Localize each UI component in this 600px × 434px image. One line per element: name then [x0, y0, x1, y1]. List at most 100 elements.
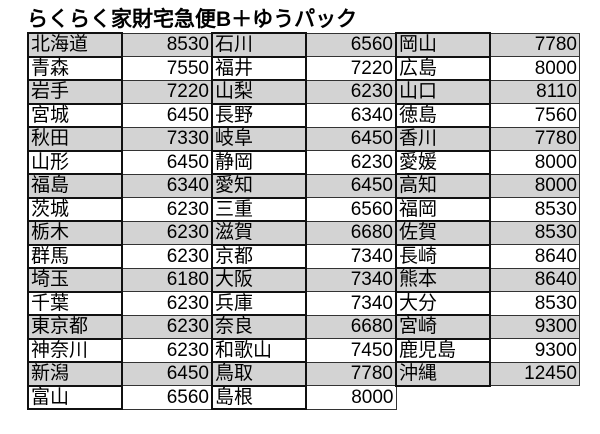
- prefecture-cell: 高知: [395, 173, 491, 199]
- prefecture-cell: 埼玉: [27, 267, 123, 293]
- prefecture-cell: 群馬: [27, 243, 123, 269]
- prefecture-cell: 滋賀: [211, 220, 307, 246]
- prefecture-cell: 和歌山: [211, 337, 307, 363]
- price-cell: 6230: [121, 220, 213, 245]
- price-cell: 7340: [305, 267, 397, 292]
- table-row: 山形 6450 静岡 6230 愛媛 8000: [27, 149, 580, 175]
- price-cell: 6230: [121, 338, 213, 363]
- price-cell: 8530: [489, 291, 580, 316]
- price-cell: 6560: [305, 197, 397, 222]
- prefecture-cell: 東京都: [27, 314, 123, 340]
- prefecture-cell: 宮崎: [395, 314, 491, 340]
- prefecture-cell: 大阪: [211, 267, 307, 293]
- prefecture-cell: 愛知: [211, 173, 307, 199]
- prefecture-cell: 岩手: [27, 79, 123, 105]
- price-cell: 6180: [121, 267, 213, 292]
- price-cell: 8530: [121, 32, 213, 57]
- price-cell: 6450: [121, 150, 213, 175]
- price-cell: 7550: [121, 56, 213, 81]
- prefecture-cell: 香川: [395, 126, 491, 152]
- prefecture-cell: 熊本: [395, 267, 491, 293]
- price-cell: 7340: [305, 244, 397, 269]
- prefecture-cell: 長崎: [395, 243, 491, 269]
- price-cell: 7450: [305, 338, 397, 363]
- prefecture-cell: 徳島: [395, 102, 491, 128]
- price-cell: 6450: [305, 126, 397, 151]
- prefecture-cell: 富山: [27, 384, 123, 410]
- price-cell: 6230: [121, 244, 213, 269]
- prefecture-cell: 鳥取: [211, 361, 307, 387]
- prefecture-cell: 青森: [27, 55, 123, 81]
- table-row: 青森 7550 福井 7220 広島 8000: [27, 55, 580, 81]
- price-cell: 6340: [305, 103, 397, 128]
- price-cell: 6450: [305, 173, 397, 198]
- table-row: 秋田 7330 岐阜 6450 香川 7780: [27, 126, 580, 152]
- prefecture-cell: 石川: [211, 32, 307, 58]
- table-row: 北海道 8530 石川 6560 岡山 7780: [27, 32, 580, 58]
- price-cell: 6450: [121, 361, 213, 386]
- table-row: 東京都 6230 奈良 6680 宮崎 9300: [27, 314, 580, 340]
- price-cell: 7780: [489, 32, 580, 57]
- prefecture-cell: 奈良: [211, 314, 307, 340]
- price-cell: 7560: [489, 103, 580, 128]
- table-row: 宮城 6450 長野 6340 徳島 7560: [27, 102, 580, 128]
- price-cell: 6230: [305, 79, 397, 104]
- price-cell: 8530: [489, 220, 580, 245]
- prefecture-cell: 大分: [395, 290, 491, 316]
- price-cell: 6230: [121, 197, 213, 222]
- price-cell: 8000: [489, 173, 580, 198]
- price-cell: 8640: [489, 267, 580, 292]
- empty-cell: [490, 385, 580, 409]
- prefecture-cell: 茨城: [27, 196, 123, 222]
- prefecture-cell: 福島: [27, 173, 123, 199]
- table-row: 千葉 6230 兵庫 7340 大分 8530: [27, 290, 580, 316]
- price-cell: 9300: [489, 314, 580, 339]
- prefecture-cell: 新潟: [27, 361, 123, 387]
- price-cell: 12450: [489, 361, 580, 386]
- prefecture-cell: 広島: [395, 55, 491, 81]
- prefecture-cell: 兵庫: [211, 290, 307, 316]
- price-cell: 7220: [305, 56, 397, 81]
- table-row: 神奈川 6230 和歌山 7450 鹿児島 9300: [27, 337, 580, 363]
- table-row: 栃木 6230 滋賀 6680 佐賀 8530: [27, 220, 580, 246]
- price-cell: 6230: [121, 291, 213, 316]
- table-row: 群馬 6230 京都 7340 長崎 8640: [27, 243, 580, 269]
- prefecture-cell: 宮城: [27, 102, 123, 128]
- prefecture-cell: 鹿児島: [395, 337, 491, 363]
- price-cell: 8000: [305, 385, 397, 410]
- prefecture-cell: 福岡: [395, 196, 491, 222]
- price-cell: 8000: [489, 150, 580, 175]
- prefecture-cell: 岐阜: [211, 126, 307, 152]
- empty-cell: [396, 385, 490, 409]
- price-cell: 7780: [305, 361, 397, 386]
- price-cell: 8110: [489, 79, 580, 104]
- table-row: 富山 6560 島根 8000: [27, 384, 580, 410]
- table-row: 岩手 7220 山梨 6230 山口 8110: [27, 79, 580, 105]
- table-row: 茨城 6230 三重 6560 福岡 8530: [27, 196, 580, 222]
- prefecture-cell: 栃木: [27, 220, 123, 246]
- price-cell: 6230: [305, 150, 397, 175]
- prefecture-cell: 沖縄: [395, 361, 491, 387]
- prefecture-cell: 岡山: [395, 32, 491, 58]
- price-cell: 7330: [121, 126, 213, 151]
- prefecture-cell: 秋田: [27, 126, 123, 152]
- prefecture-cell: 福井: [211, 55, 307, 81]
- price-cell: 6560: [305, 32, 397, 57]
- prefecture-cell: 長野: [211, 102, 307, 128]
- table-row: 新潟 6450 鳥取 7780 沖縄 12450: [27, 361, 580, 387]
- price-cell: 6230: [121, 314, 213, 339]
- page-title: らくらく家財宅急便B＋ゆうパック: [27, 8, 358, 31]
- price-cell: 6680: [305, 314, 397, 339]
- price-table: 北海道 8530 石川 6560 岡山 7780 青森 7550 福井 7220 広島 8000 岩手 7…: [27, 32, 580, 410]
- price-cell: 7780: [489, 126, 580, 151]
- prefecture-cell: 山形: [27, 149, 123, 175]
- price-cell: 8000: [489, 56, 580, 81]
- table-row: 福島 6340 愛知 6450 高知 8000: [27, 173, 580, 199]
- table-row: 埼玉 6180 大阪 7340 熊本 8640: [27, 267, 580, 293]
- prefecture-cell: 山口: [395, 79, 491, 105]
- prefecture-cell: 山梨: [211, 79, 307, 105]
- price-cell: 9300: [489, 338, 580, 363]
- prefecture-cell: 愛媛: [395, 149, 491, 175]
- price-cell: 8530: [489, 197, 580, 222]
- prefecture-cell: 京都: [211, 243, 307, 269]
